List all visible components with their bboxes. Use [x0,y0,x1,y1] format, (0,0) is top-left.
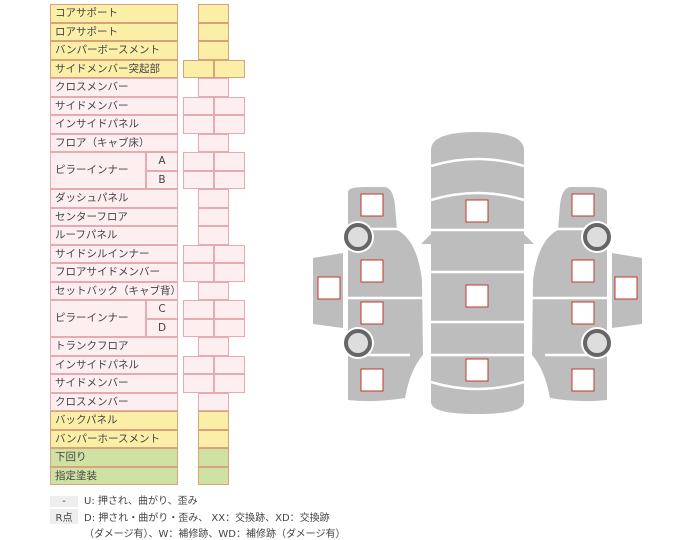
rating-cell[interactable] [198,133,229,152]
row-sub-label: A [146,152,178,171]
row-label: バンパーボースメント [50,41,178,60]
row-label: フロア（キャブ床） [50,133,178,152]
rating-cell[interactable] [198,4,229,23]
rating-cell[interactable] [198,281,229,300]
rating-cell[interactable] [198,392,229,411]
row-label: センターフロア [50,207,178,226]
legend-key: R点 [50,509,78,524]
row-label: インサイドパネル [50,355,178,374]
damage-box[interactable] [571,368,595,392]
damage-box[interactable] [465,284,489,308]
rating-cell[interactable] [183,170,214,189]
rating-cell[interactable] [214,300,245,319]
legend-text: U: 押され、曲がり、歪み [84,496,198,507]
rating-cell[interactable] [214,355,245,374]
row-label: バックパネル [50,411,178,430]
row-label: ロアサポート [50,22,178,41]
row-label: サイドメンバー [50,96,178,115]
row-label: 指定塗装 [50,466,178,485]
car-side-view [313,187,423,402]
mirror [524,234,534,244]
rating-cell[interactable] [214,244,245,263]
damage-box[interactable] [360,301,384,325]
rating-cell[interactable] [198,207,229,226]
row-label: フロアサイドメンバー [50,263,178,282]
row-label: ピラーインナー [50,152,146,189]
row-label: インサイドパネル [50,115,178,134]
rating-cell[interactable] [183,318,214,337]
rating-cell[interactable] [183,96,214,115]
row-label: 下回り [50,448,178,467]
rating-cell[interactable] [214,263,245,282]
rating-cell[interactable] [183,152,214,171]
row-label: サイドメンバー [50,374,178,393]
row-label: トランクフロア [50,337,178,356]
rating-cell[interactable] [183,374,214,393]
rating-cell[interactable] [214,318,245,337]
rating-cell[interactable] [198,78,229,97]
legend-text: （ダメージ有）、W：補修跡、WD：補修跡（ダメージ有） [84,529,346,540]
damage-box[interactable] [360,368,384,392]
rating-cell[interactable] [214,374,245,393]
rating-cell[interactable] [198,429,229,448]
damage-box[interactable] [571,259,595,283]
damage-box[interactable] [614,276,638,300]
rating-cell[interactable] [198,22,229,41]
row-label: サイドシルインナー [50,244,178,263]
row-label: サイドメンバー突起部 [50,59,178,78]
rating-cell[interactable] [198,337,229,356]
rating-cell[interactable] [198,226,229,245]
row-label: クロスメンバー [50,392,178,411]
row-label: ルーフパネル [50,226,178,245]
row-label: コアサポート [50,4,178,23]
row-label: セットバック（キャブ背） [50,281,178,300]
car-diagram [313,132,644,414]
damage-box[interactable] [360,259,384,283]
rating-cell[interactable] [183,115,214,134]
row-label: バンパーホースメント [50,429,178,448]
rating-cell[interactable] [198,189,229,208]
rating-cell[interactable] [183,300,214,319]
rating-cell[interactable] [183,355,214,374]
rating-cell[interactable] [198,448,229,467]
row-label: ピラーインナー [50,300,146,337]
rating-cell[interactable] [214,59,245,78]
legend-text: D: 押され・曲がり・歪み、 XX：交換跡、XD：交換跡 [84,513,330,524]
row-sub-label: D [146,318,178,337]
mirror [421,234,431,244]
row-label: ダッシュパネル [50,189,178,208]
row-label: クロスメンバー [50,78,178,97]
damage-box[interactable] [465,199,489,223]
rating-cell[interactable] [214,96,245,115]
rating-cell[interactable] [214,170,245,189]
damage-box[interactable] [360,193,384,217]
row-sub-label: B [146,170,178,189]
rating-cell[interactable] [214,152,245,171]
damage-box[interactable] [571,193,595,217]
damage-box[interactable] [317,276,341,300]
rating-cell[interactable] [183,263,214,282]
row-sub-label: C [146,300,178,319]
damage-box[interactable] [571,301,595,325]
rating-cell[interactable] [198,41,229,60]
rating-cell[interactable] [214,115,245,134]
rating-cell[interactable] [183,244,214,263]
damage-box[interactable] [465,358,489,382]
legend: - U: 押され、曲がり、歪み R点 D: 押され・曲がり・歪み、 XX：交換跡、X… [50,492,345,540]
legend-key: - [50,496,78,507]
rating-cell[interactable] [183,59,214,78]
rating-cell[interactable] [198,466,229,485]
rating-cell[interactable] [198,411,229,430]
